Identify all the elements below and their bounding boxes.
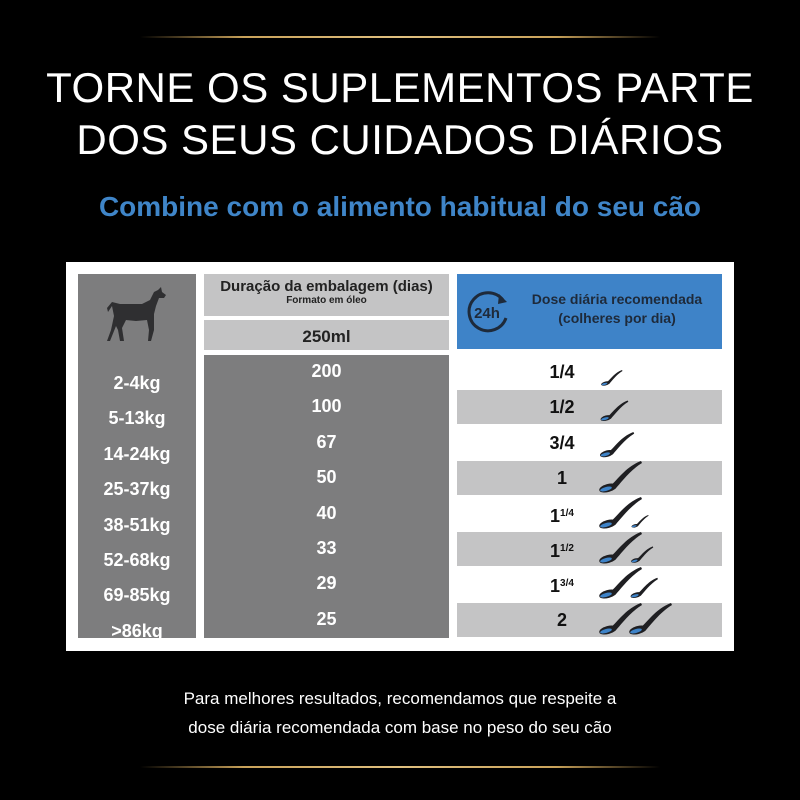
- dose-row: 13/4: [457, 567, 722, 601]
- dose-row: 11/2: [457, 532, 722, 566]
- spoon-icon: [599, 567, 658, 599]
- spoon-icon: [601, 370, 623, 386]
- duration-column: 200 100 67 50 40 33 29 25: [204, 355, 449, 638]
- dose-amount: 11/4: [517, 497, 607, 533]
- duration-header-subtitle: Formato em óleo: [286, 295, 367, 306]
- dose-fraction: 3/4: [560, 578, 574, 590]
- spoon-icon: [599, 461, 642, 493]
- dose-row: 1: [457, 461, 722, 496]
- duration-days: 200: [311, 361, 342, 381]
- dose-whole: 1: [550, 505, 561, 526]
- weight-column: 2-4kg 5-13kg 14-24kg 25-37kg 38-51kg 52-68kg 6…: [78, 274, 196, 641]
- duration-days: 33: [316, 538, 337, 558]
- spoon-icon: [600, 400, 629, 422]
- duration-days: 25: [316, 608, 337, 629]
- dose-fraction: 1/4: [560, 507, 574, 519]
- bottom-divider: [140, 766, 660, 768]
- dose-amount: 1: [517, 461, 607, 495]
- dose-row: 11/4: [457, 496, 722, 533]
- dose-fraction: 3/4: [549, 432, 575, 453]
- weight-range: 25-37kg: [103, 479, 171, 500]
- duration-days: 40: [316, 502, 337, 523]
- dosage-table: 2-4kg 5-13kg 14-24kg 25-37kg 38-51kg 52-68kg 6…: [66, 262, 734, 651]
- duration-days: 67: [316, 431, 337, 452]
- title-line-1: TORNE OS SUPLEMENTOS PARTE: [46, 64, 754, 111]
- dose-whole: 1: [550, 576, 561, 597]
- dose-amount: 11/2: [517, 532, 607, 568]
- dose-amount: 1/2: [517, 390, 607, 424]
- dose-row: 3/4: [457, 426, 722, 460]
- dose-row: 1/2: [457, 390, 722, 425]
- duration-header: Duração da embalagem (dias) Formato em ó…: [204, 274, 449, 316]
- dose-row: 2: [457, 602, 722, 637]
- clock-24h-icon: 24h: [467, 291, 508, 333]
- dose-header-line-2: (colheres por dia): [558, 310, 676, 326]
- duration-days: 29: [316, 573, 337, 594]
- weight-range: 2-4kg: [113, 373, 161, 393]
- dose-whole: 1: [556, 468, 567, 489]
- weight-range: 38-51kg: [103, 514, 171, 535]
- footer-line-2: dose diária recomendada com base no peso…: [188, 718, 612, 737]
- weight-range: 69-85kg: [103, 585, 171, 606]
- spoon-icon: [599, 431, 635, 458]
- dose-row: 1/4: [457, 355, 722, 389]
- dose-header: 24h Dose diária recomendada (colheres po…: [457, 274, 722, 349]
- page-title: TORNE OS SUPLEMENTOS PARTE DOS SEUS CUID…: [0, 62, 800, 166]
- dose-amount: 3/4: [517, 426, 607, 460]
- volume-label: 250ml: [204, 320, 449, 350]
- weight-range: 52-68kg: [103, 550, 171, 570]
- dose-amount: 1/4: [517, 355, 607, 389]
- top-divider: [140, 36, 660, 38]
- dose-amount: 13/4: [517, 567, 607, 603]
- subtitle: Combine com o alimento habitual do seu c…: [98, 191, 702, 222]
- weight-range: 14-24kg: [103, 443, 171, 464]
- duration-header-title: Duração da embalagem (dias): [220, 278, 433, 295]
- title-line-2: DOS SEUS CUIDADOS DIÁRIOS: [76, 116, 724, 163]
- clock-label: 24h: [474, 305, 500, 322]
- spoon-icon: [599, 496, 649, 529]
- spoon-icon: [599, 602, 672, 635]
- footer-line-1: Para melhores resultados, recomendamos q…: [183, 689, 617, 708]
- dose-fraction: 1/4: [549, 362, 575, 382]
- dose-fraction: 1/2: [549, 397, 575, 418]
- dose-header-line-1: Dose diária recomendada: [531, 291, 703, 307]
- dog-icon: [107, 287, 166, 341]
- weight-range: 5-13kg: [108, 408, 166, 429]
- dose-whole: 2: [556, 609, 567, 630]
- footer-note: Para melhores resultados, recomendamos q…: [0, 684, 800, 742]
- duration-days: 50: [316, 467, 337, 488]
- duration-days: 100: [311, 396, 342, 417]
- dose-amount: 2: [517, 603, 607, 637]
- spoon-icon: [599, 532, 654, 564]
- dose-fraction: 1/2: [560, 543, 574, 554]
- weight-range: >86kg: [111, 620, 163, 641]
- dose-whole: 1: [550, 541, 561, 561]
